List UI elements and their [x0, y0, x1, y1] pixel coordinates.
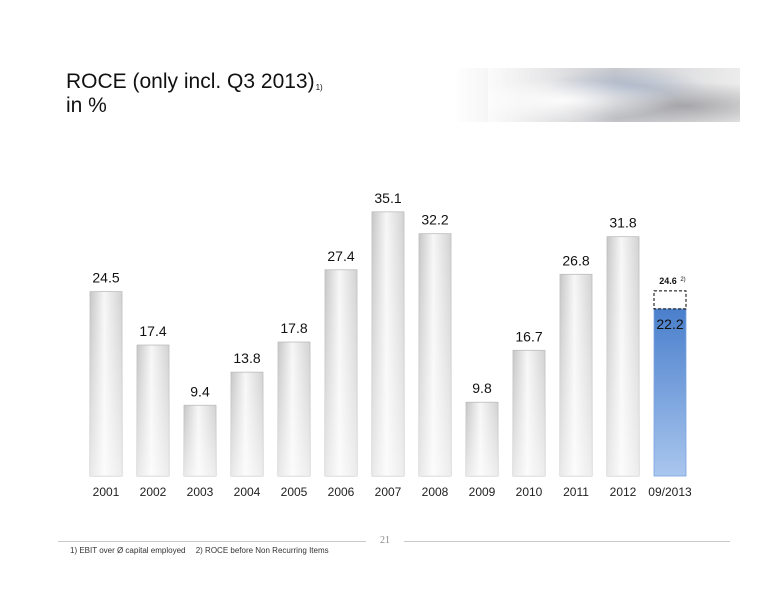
tick-label-2009: 2009	[469, 485, 496, 499]
bar-sheen-2006	[325, 269, 357, 476]
bar-sheen-2007	[372, 211, 404, 477]
footer-divider-left	[58, 541, 366, 542]
bar-sheen-2008	[419, 233, 451, 476]
tick-label-2001: 2001	[93, 485, 120, 499]
value-label-2003: 9.4	[190, 383, 210, 399]
title-line2: in %	[66, 94, 107, 117]
tick-label-2008: 2008	[422, 485, 449, 499]
value-label-2006: 27.4	[327, 248, 354, 264]
bar-sheen-2001	[90, 291, 122, 476]
footer-divider-right	[404, 541, 730, 542]
tick-label-09-2013: 09/2013	[648, 485, 692, 499]
tick-label-2006: 2006	[328, 485, 355, 499]
bar-sheen-2002	[137, 345, 169, 476]
tick-label-2007: 2007	[375, 485, 402, 499]
bar-sheen-2009	[466, 402, 498, 476]
tick-label-2011: 2011	[563, 485, 589, 499]
bar-sheen-2004	[231, 372, 263, 476]
bar-sheen-2012	[607, 236, 639, 476]
tick-label-2005: 2005	[281, 485, 308, 499]
bar-sheen-2010	[513, 350, 545, 476]
annotation-box	[653, 290, 687, 310]
page-number: 21	[380, 535, 390, 546]
annotation-label: 24.6	[659, 276, 677, 286]
bar-sheen-2003	[184, 405, 216, 476]
footnote: 1) EBIT over Ø capital employed 2) ROCE …	[70, 546, 329, 555]
value-label-2010: 16.7	[515, 328, 542, 344]
value-label-2012: 31.8	[609, 215, 636, 231]
tick-label-2010: 2010	[516, 485, 543, 499]
title-footnote-ref: 1)	[315, 83, 323, 92]
value-label-2005: 17.8	[280, 320, 307, 336]
value-label-2002: 17.4	[139, 323, 166, 339]
bar-sheen-2005	[278, 342, 310, 476]
bar-09-2013	[653, 308, 687, 477]
value-label-2008: 32.2	[421, 212, 448, 228]
title-line1: ROCE (only incl. Q3 2013)	[66, 70, 315, 93]
bar-sheen-2011	[560, 274, 592, 476]
footnote-1: 1) EBIT over Ø capital employed	[70, 546, 186, 555]
page-title: ROCE (only incl. Q3 2013)1) in %	[66, 70, 323, 118]
annotation-note: 2)	[680, 277, 685, 283]
tick-label-2004: 2004	[234, 485, 261, 499]
footnote-2: 2) ROCE before Non Recurring Items	[195, 546, 329, 555]
tick-label-2002: 2002	[140, 485, 167, 499]
value-label-2009: 9.8	[472, 380, 492, 396]
value-label-2001: 24.5	[92, 270, 119, 286]
value-label-2011: 26.8	[562, 252, 589, 268]
value-label-2004: 13.8	[233, 350, 260, 366]
tick-label-2012: 2012	[610, 485, 637, 499]
tick-label-2003: 2003	[187, 485, 214, 499]
value-label-2007: 35.1	[374, 190, 401, 206]
header-photo	[488, 68, 740, 122]
value-label-09-2013: 22.2	[656, 316, 683, 332]
